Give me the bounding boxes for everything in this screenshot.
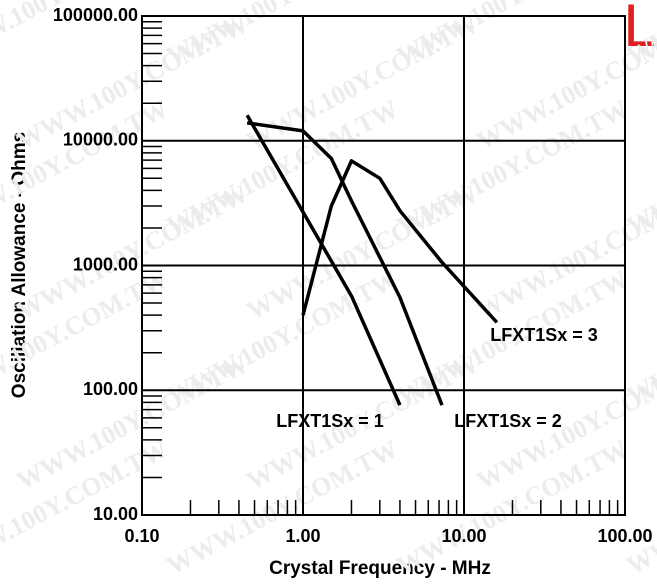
y-tick-label: 10000.00	[63, 130, 138, 150]
y-tick-label: 1000.00	[73, 254, 138, 274]
corner-mark: L	[623, 0, 656, 59]
x-tick-label: 100.00	[597, 526, 652, 546]
y-tick-label: 100.00	[83, 379, 138, 399]
y-tick-label: 100000.00	[53, 5, 138, 25]
x-tick-label: 0.10	[124, 526, 159, 546]
y-tick-label: 10.00	[93, 504, 138, 524]
x-tick-label: 1.00	[285, 526, 320, 546]
series-label: LFXT1Sx = 1	[276, 411, 384, 431]
series-label: LFXT1Sx = 3	[490, 325, 598, 345]
x-tick-label: 10.00	[441, 526, 486, 546]
x-axis-label: Crystal Frequency - MHz	[269, 558, 491, 579]
series-line	[301, 159, 499, 324]
series-label: LFXT1Sx = 2	[454, 411, 562, 431]
y-axis-label: Oscillation Allowance - Ohms	[9, 132, 30, 398]
series-line	[245, 114, 402, 406]
